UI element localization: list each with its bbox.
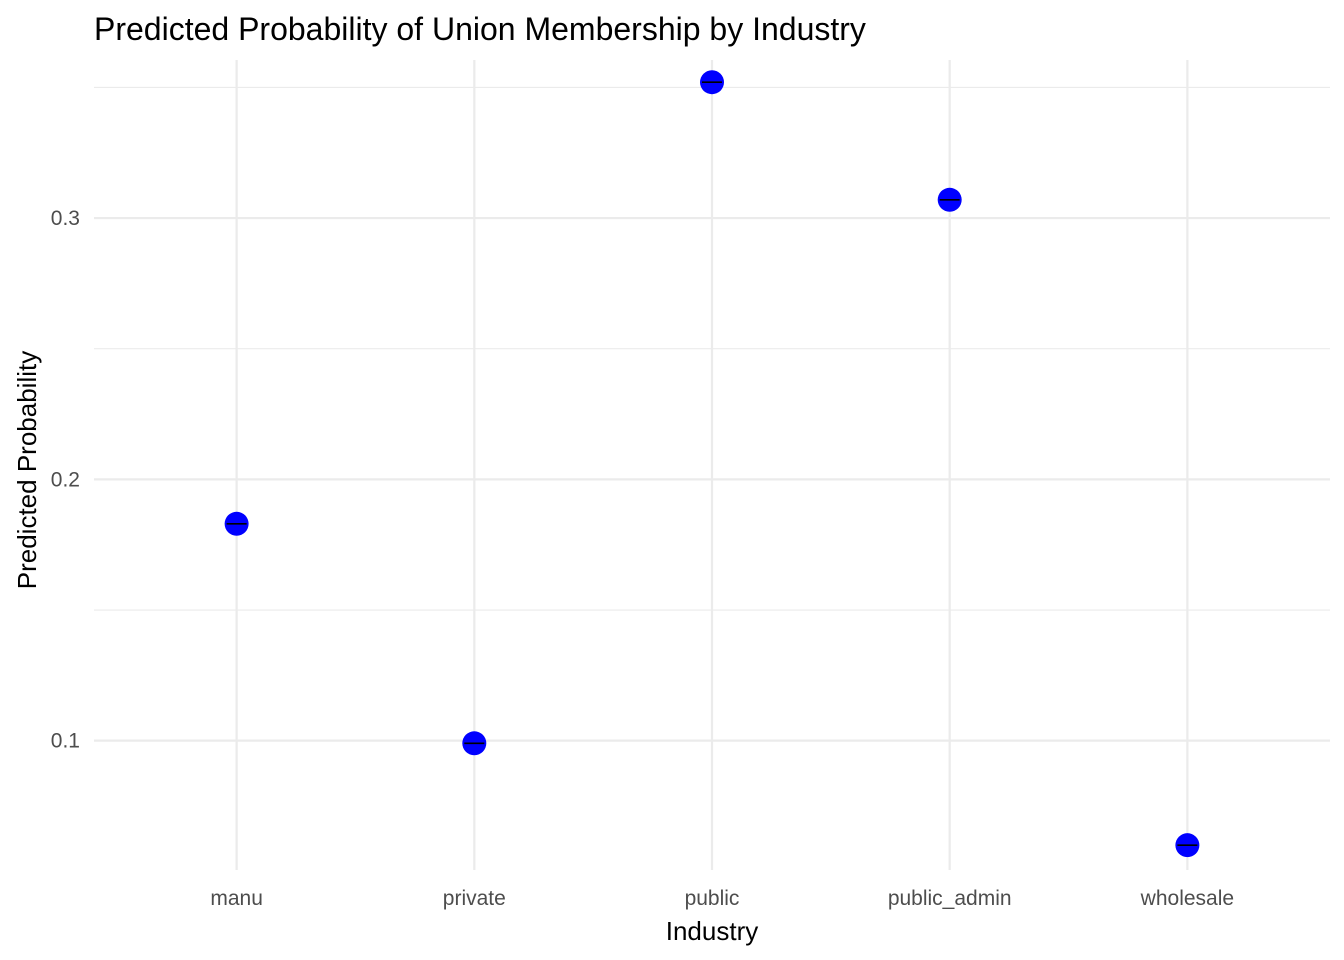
- y-tick-label: 0.1: [51, 730, 80, 753]
- x-tick-label: public_admin: [888, 887, 1012, 910]
- x-tick-label: public: [685, 887, 740, 910]
- chart-title: Predicted Probability of Union Membershi…: [94, 11, 866, 47]
- y-axis-title: Predicted Probability: [12, 351, 42, 589]
- y-tick-label: 0.3: [51, 207, 80, 230]
- grid-layer: [94, 60, 1330, 870]
- y-tick-label: 0.2: [51, 468, 80, 491]
- x-axis-title: Industry: [666, 916, 759, 946]
- x-tick-label: manu: [210, 887, 263, 910]
- mark-layer: [224, 70, 1200, 858]
- x-tick-label: private: [443, 887, 506, 910]
- y-tick-labels: 0.1 0.2 0.3: [51, 207, 80, 753]
- x-tick-labels: manu private public public_admin wholesale: [210, 887, 1234, 910]
- x-tick-label: wholesale: [1140, 887, 1234, 910]
